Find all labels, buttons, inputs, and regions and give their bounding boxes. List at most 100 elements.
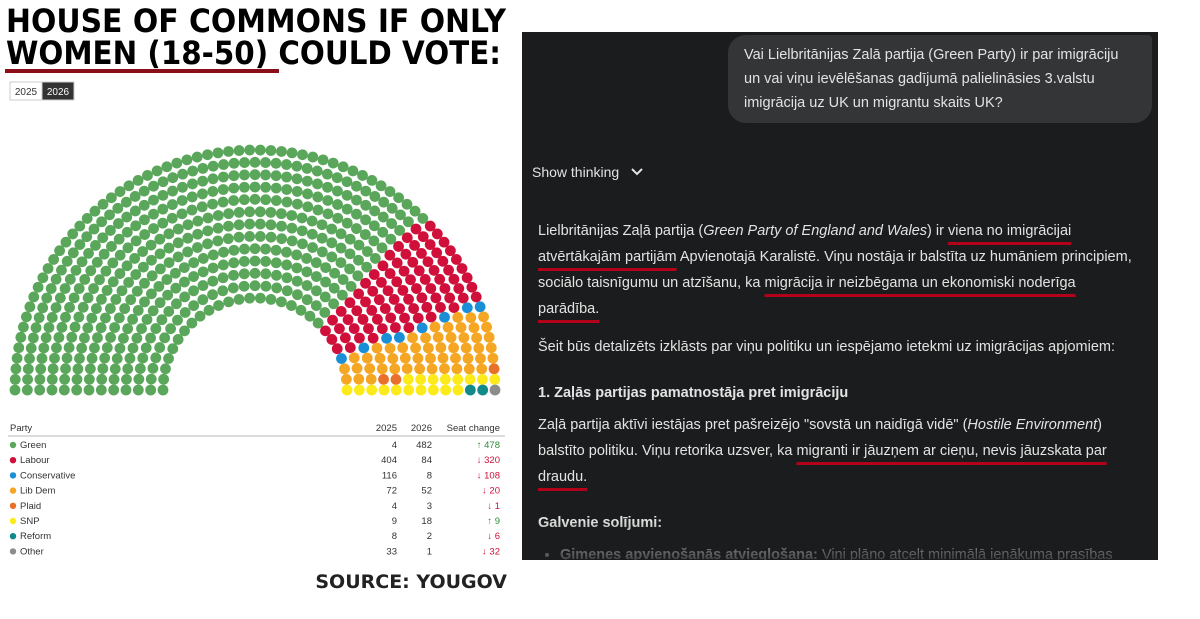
seat: [25, 342, 37, 354]
seat: [384, 268, 396, 279]
seat: [48, 254, 60, 265]
seat: [157, 203, 169, 215]
seat: [398, 265, 410, 277]
seats-2026: 52: [421, 486, 432, 497]
seat: [341, 203, 353, 215]
seat: [361, 352, 373, 364]
seat: [265, 219, 277, 231]
seat: [158, 373, 170, 385]
seat: [148, 194, 159, 206]
seat: [351, 223, 362, 234]
seat: [179, 291, 191, 303]
seat: [366, 384, 378, 396]
seat: [477, 384, 489, 396]
seat: [249, 169, 261, 181]
seat: [121, 226, 133, 238]
seat: [176, 208, 188, 220]
seat: [265, 206, 277, 218]
seat: [217, 184, 229, 195]
seat: [275, 296, 287, 308]
seat: [286, 235, 298, 247]
seat: [327, 157, 339, 169]
seat: [197, 253, 209, 264]
seat: [260, 194, 272, 206]
seat: [317, 154, 329, 166]
seat: [310, 300, 322, 311]
seat: [470, 291, 482, 303]
seat: [122, 323, 134, 335]
seat: [223, 146, 234, 157]
seat: [228, 195, 240, 206]
seat: [105, 332, 117, 343]
seat: [68, 292, 80, 304]
party-swatch: [9, 487, 17, 494]
seat: [90, 239, 101, 251]
seat: [369, 205, 381, 217]
tab[interactable]: [41, 81, 75, 101]
column-header: Party: [10, 423, 32, 434]
seats-2026: 18: [421, 516, 432, 527]
seat: [286, 210, 298, 221]
seat: [50, 273, 62, 285]
seat: [91, 256, 103, 268]
seat: [100, 312, 111, 324]
tab-label[interactable]: 2025: [15, 87, 38, 98]
paragraph: Zaļā partija aktīvi iestājas pret pašrei…: [538, 412, 1138, 490]
show-thinking[interactable]: Show thinking: [532, 164, 643, 180]
seat: [60, 236, 72, 248]
seat: [22, 374, 33, 385]
seat: [167, 185, 178, 197]
seat: [35, 363, 47, 375]
highlighted-text: migranti ir jāuzņem ar cieņu, nevis jāuz…: [538, 443, 1107, 485]
seat: [109, 322, 121, 333]
seat: [427, 384, 439, 396]
seat: [222, 233, 234, 245]
seat: [79, 332, 90, 344]
heading: 1. Zaļās partijas pamatnostāja pret imig…: [538, 380, 1138, 406]
seats-2025: 33: [386, 546, 397, 557]
seat: [335, 242, 347, 254]
seat: [212, 210, 224, 221]
seat: [310, 271, 322, 282]
seat: [72, 363, 84, 375]
seat: [40, 332, 52, 344]
seat: [271, 282, 283, 294]
show-thinking-label[interactable]: Show thinking: [532, 164, 620, 180]
tab-label[interactable]: 2026: [47, 87, 70, 98]
seat: [148, 180, 159, 192]
seat: [238, 268, 250, 280]
seat: [385, 233, 397, 245]
seat: [286, 222, 298, 234]
seat: [344, 263, 356, 275]
seat: [59, 373, 71, 385]
seat: [307, 242, 318, 253]
seat: [177, 168, 189, 180]
seat: [312, 204, 324, 216]
seat: [170, 282, 182, 294]
paragraph: Šeit būs detalizēts izklāsts par viņu po…: [538, 334, 1138, 360]
seats-2026: 8: [427, 470, 432, 481]
seat: [260, 280, 272, 292]
seats-2025: 404: [381, 455, 397, 466]
seat: [360, 214, 371, 226]
seat: [368, 269, 380, 280]
seat: [363, 323, 374, 335]
seat: [160, 363, 171, 375]
seat: [271, 269, 282, 281]
seat: [79, 274, 91, 285]
chevron[interactable]: [631, 167, 643, 177]
seat: [489, 384, 501, 396]
party-name: Plaid: [20, 501, 41, 512]
seat: [108, 384, 120, 396]
chat-panel: Vai Lielbritānijas Zalā partija (Green P…: [522, 32, 1158, 560]
seat: [197, 175, 209, 187]
seat: [386, 218, 398, 229]
seat: [54, 245, 65, 257]
seat: [405, 274, 416, 286]
seat: [32, 281, 44, 293]
seat: [464, 374, 476, 385]
seat: [188, 257, 200, 269]
highlighted-text: migrācija ir neizbēgama un ekonomiski no…: [538, 275, 1076, 317]
seat: [66, 331, 78, 343]
party-name: Labour: [20, 455, 50, 466]
